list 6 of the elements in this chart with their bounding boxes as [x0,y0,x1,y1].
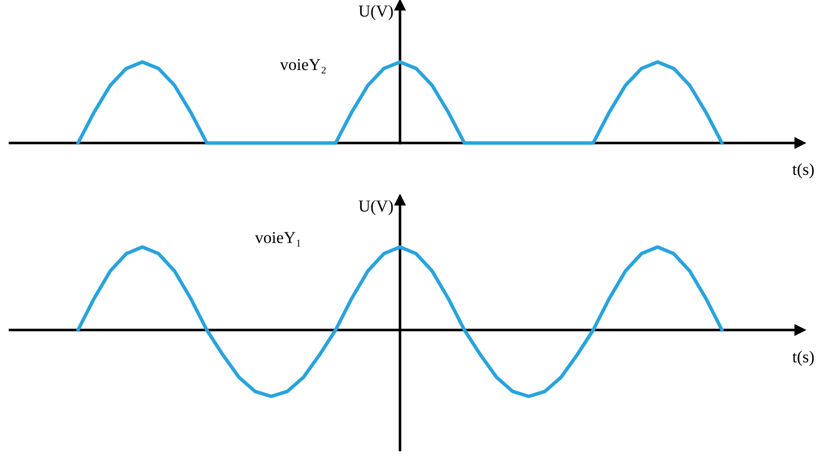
y-axis-title: U(V) [358,5,393,20]
y-axis-title: U(V) [358,200,393,216]
text: voieY₂ [280,58,326,74]
text: voieY₁ [255,232,300,246]
x-axis-title: t(s) [792,163,814,178]
x-axis-title: t(s) [792,350,814,366]
